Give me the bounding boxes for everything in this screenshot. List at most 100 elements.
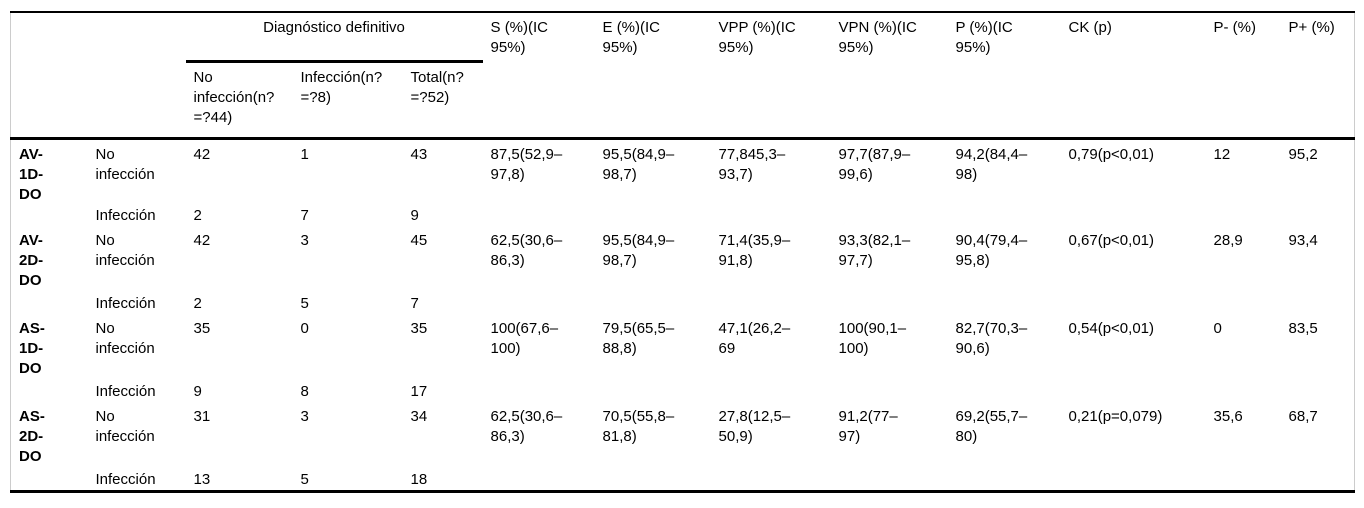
col-header-no-infeccion: No infección(n? =?44) <box>193 68 275 126</box>
cell: 12 <box>1213 145 1231 163</box>
cell: Infección <box>95 207 156 224</box>
row-group-label: AS-2D-DO <box>19 408 45 465</box>
cell: Infección <box>95 471 156 488</box>
cell: 34 <box>410 408 428 425</box>
cell: 3 <box>300 232 309 249</box>
cell: 69,2(55,7– 80) <box>955 408 1028 445</box>
cell: 100(67,6– 100) <box>490 320 559 357</box>
table-row: AV-2D-DO No infección 42 3 45 62,5(30,6–… <box>11 226 1355 291</box>
col-header-p: P (%)(IC 95%) <box>955 19 1013 56</box>
cell: 70,5(55,8– 81,8) <box>602 408 675 445</box>
cell: No infección <box>95 145 155 183</box>
table-row: Infección 13 5 18 <box>11 467 1355 492</box>
row-group-label: AV-2D-DO <box>19 232 44 289</box>
cell: 28,9 <box>1213 232 1243 249</box>
col-header-e: E (%)(IC 95%) <box>602 19 661 56</box>
row-group-label: AV-1D-DO <box>19 145 44 203</box>
cell: 9 <box>410 207 419 224</box>
cell <box>595 467 711 492</box>
cell <box>831 203 948 226</box>
cell <box>831 379 948 402</box>
cell: No infección <box>95 408 155 445</box>
cell: 82,7(70,3– 90,6) <box>955 320 1028 357</box>
table-row: Infección 2 5 7 <box>11 291 1355 314</box>
cell <box>831 467 948 492</box>
cell: 1 <box>300 145 309 163</box>
col-header-s: S (%)(IC 95%) <box>490 19 549 56</box>
cell: 90,4(79,4– 95,8) <box>955 232 1028 269</box>
cell: 77,845,3– 93,7) <box>718 145 786 183</box>
table-body: AV-1D-DO No infección 42 1 43 87,5(52,9–… <box>11 138 1355 492</box>
cell: No infección <box>95 320 155 357</box>
cell <box>1206 379 1281 402</box>
cell <box>1206 203 1281 226</box>
cell: 95,5(84,9– 98,7) <box>602 232 675 269</box>
cell <box>948 203 1061 226</box>
col-header-ck: CK (p) <box>1068 19 1112 36</box>
cell <box>595 291 711 314</box>
cell <box>831 291 948 314</box>
table-row: AS-2D-DO No infección 31 3 34 62,5(30,6–… <box>11 402 1355 467</box>
cell: Infección <box>95 383 156 400</box>
cell <box>711 291 831 314</box>
cell <box>948 291 1061 314</box>
cell: 93,4 <box>1288 232 1318 249</box>
cell: 0 <box>300 320 309 337</box>
cell: 91,2(77– 97) <box>838 408 898 445</box>
cell <box>711 379 831 402</box>
cell: 45 <box>410 232 428 249</box>
cell: 17 <box>410 383 428 400</box>
header-empty-cell <box>11 12 186 138</box>
table-row: AS-1D-DO No infección 35 0 35 100(67,6– … <box>11 314 1355 379</box>
cell: 0,79(p<0,01) <box>1068 145 1154 163</box>
diagnostic-results-table: Diagnóstico definitivo S (%)(IC 95%) E (… <box>10 11 1356 493</box>
header-group-row: Diagnóstico definitivo S (%)(IC 95%) E (… <box>11 12 1355 63</box>
cell <box>1206 291 1281 314</box>
cell: 35 <box>193 320 211 337</box>
cell <box>595 379 711 402</box>
cell: 79,5(65,5– 88,8) <box>602 320 675 357</box>
cell: 0 <box>1213 320 1222 337</box>
col-header-vpn: VPN (%)(IC 95%) <box>838 19 917 56</box>
cell: 42 <box>193 232 211 249</box>
cell: 97,7(87,9– 99,6) <box>838 145 911 183</box>
cell: 0,54(p<0,01) <box>1068 320 1154 337</box>
cell: 62,5(30,6– 86,3) <box>490 232 563 269</box>
cell <box>1061 467 1206 492</box>
col-header-total: Total(n? =?52) <box>410 68 464 106</box>
col-header-p-minus: P- (%) <box>1213 19 1257 36</box>
table-row: Infección 9 8 17 <box>11 379 1355 402</box>
row-group-label: AS-1D-DO <box>19 320 45 377</box>
col-header-infeccion: Infección(n? =?8) <box>300 68 383 106</box>
cell: 87,5(52,9– 97,8) <box>490 145 563 183</box>
cell: 93,3(82,1– 97,7) <box>838 232 911 269</box>
cell: 95,2 <box>1288 145 1318 163</box>
col-header-p-plus: P+ (%) <box>1288 19 1335 36</box>
cell: 71,4(35,9– 91,8) <box>718 232 791 269</box>
cell: 0,21(p=0,079) <box>1068 408 1163 425</box>
cell <box>948 467 1061 492</box>
cell: 94,2(84,4– 98) <box>955 145 1028 183</box>
cell: 35 <box>410 320 428 337</box>
cell <box>1206 467 1281 492</box>
cell: 62,5(30,6– 86,3) <box>490 408 563 445</box>
cell: 5 <box>300 295 309 312</box>
cell <box>1061 379 1206 402</box>
cell: 8 <box>300 383 309 400</box>
cell <box>483 291 595 314</box>
cell: 95,5(84,9– 98,7) <box>602 145 675 183</box>
cell: 42 <box>193 145 211 163</box>
cell: 27,8(12,5– 50,9) <box>718 408 791 445</box>
cell <box>483 379 595 402</box>
cell: 9 <box>193 383 202 400</box>
cell: 68,7 <box>1288 408 1318 425</box>
cell: 47,1(26,2– 69 <box>718 320 791 357</box>
cell: 43 <box>410 145 428 163</box>
cell: 3 <box>300 408 309 425</box>
cell <box>1281 203 1355 226</box>
cell: 100(90,1– 100) <box>838 320 907 357</box>
cell: 2 <box>193 295 202 312</box>
cell: 0,67(p<0,01) <box>1068 232 1154 249</box>
cell: Infección <box>95 295 156 312</box>
